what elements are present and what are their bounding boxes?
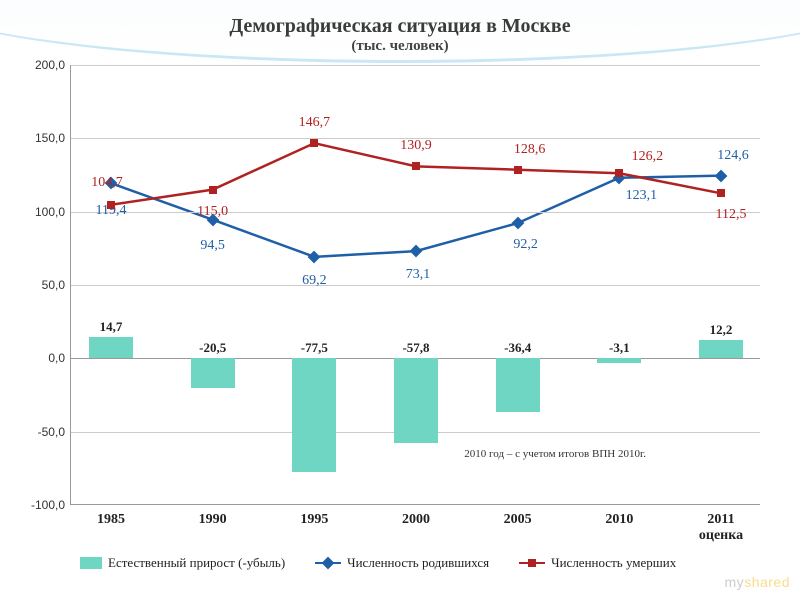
series-data-label: 126,2 <box>632 149 664 165</box>
y-tick-label: 150,0 <box>35 131 65 145</box>
bar-label: -57,8 <box>402 340 429 356</box>
bar <box>292 358 336 472</box>
bar <box>394 358 438 443</box>
series-data-label: 128,6 <box>514 142 546 158</box>
series-data-label: 92,2 <box>513 237 538 253</box>
bar <box>699 340 743 358</box>
legend-line-swatch <box>519 562 545 564</box>
legend-marker <box>528 559 536 567</box>
x-tick-label: 1985 <box>97 512 125 528</box>
chart-area: -100,0-50,00,050,0100,0150,0200,014,7198… <box>70 65 760 505</box>
series-data-label: 73,1 <box>406 267 431 283</box>
series-data-label: 146,7 <box>299 115 331 131</box>
y-tick-label: 0,0 <box>48 351 65 365</box>
series-marker <box>209 186 217 194</box>
series-marker <box>615 169 623 177</box>
bar <box>89 337 133 359</box>
x-tick-label: 2005 <box>504 512 532 528</box>
series-data-label: 112,5 <box>716 207 747 223</box>
watermark-right: shared <box>744 574 790 590</box>
series-data-label: 130,9 <box>400 138 432 154</box>
x-tick-label: 1990 <box>199 512 227 528</box>
legend-label: Естественный прирост (-убыль) <box>108 555 285 571</box>
y-tick-label: 50,0 <box>42 278 65 292</box>
x-tick-label: 1995 <box>300 512 328 528</box>
bar-label: -3,1 <box>609 340 630 356</box>
series-data-label: 94,5 <box>200 238 225 254</box>
y-tick-label: -50,0 <box>38 425 65 439</box>
series-data-label: 115,0 <box>197 204 228 220</box>
series-data-label: 69,2 <box>302 273 327 289</box>
bar-label: -77,5 <box>301 340 328 356</box>
gridline <box>71 65 760 66</box>
legend-swatch <box>80 557 102 569</box>
watermark-left: my <box>725 574 745 590</box>
x-tick-label: 2011оценка <box>699 512 743 544</box>
bar <box>496 358 540 411</box>
y-tick-label: -100,0 <box>31 498 65 512</box>
title-sub: (тыс. человек) <box>0 38 800 55</box>
title-main: Демографическая ситуация в Москве <box>0 15 800 38</box>
x-tick-label: 2000 <box>402 512 430 528</box>
legend-item: Численность умерших <box>519 555 676 571</box>
series-marker <box>310 139 318 147</box>
legend-label: Численность умерших <box>551 555 676 571</box>
x-tick-label: 2010 <box>605 512 633 528</box>
legend-marker <box>322 557 335 570</box>
bar-label: -36,4 <box>504 340 531 356</box>
y-tick-label: 200,0 <box>35 58 65 72</box>
legend-item: Естественный прирост (-убыль) <box>80 555 285 571</box>
chart-footnote: 2010 год – с учетом итогов ВПН 2010г. <box>464 448 646 460</box>
bar <box>191 358 235 388</box>
series-marker <box>717 189 725 197</box>
chart-title: Демографическая ситуация в Москве (тыс. … <box>0 15 800 55</box>
series-marker <box>412 162 420 170</box>
bar-label: 12,2 <box>710 322 733 338</box>
series-data-label: 124,6 <box>717 148 749 164</box>
bar-label: 14,7 <box>100 319 123 335</box>
gridline <box>71 285 760 286</box>
series-marker <box>107 201 115 209</box>
y-tick-label: 100,0 <box>35 205 65 219</box>
series-data-label: 104,7 <box>91 175 123 191</box>
bar <box>597 358 641 363</box>
series-marker <box>514 166 522 174</box>
legend-label: Численность родившихся <box>347 555 489 571</box>
legend: Естественный прирост (-убыль) Численность… <box>80 555 676 571</box>
legend-line-swatch <box>315 562 341 564</box>
series-data-label: 123,1 <box>626 188 658 204</box>
watermark: myshared <box>725 574 790 590</box>
gridline <box>71 212 760 213</box>
bar-label: -20,5 <box>199 340 226 356</box>
legend-item: Численность родившихся <box>315 555 489 571</box>
